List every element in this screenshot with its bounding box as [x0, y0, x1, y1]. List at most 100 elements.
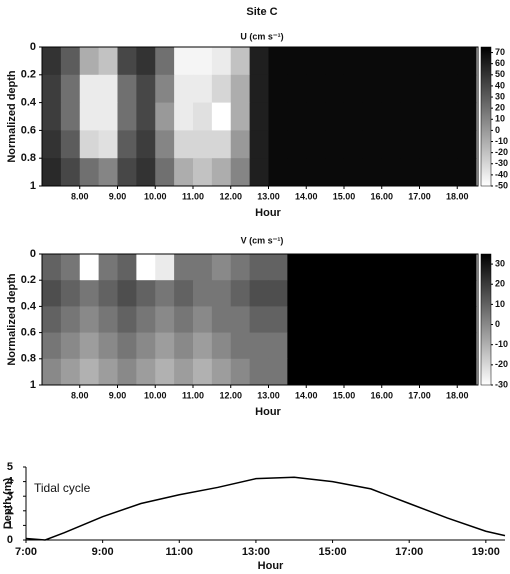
heatmap-cell — [325, 102, 345, 131]
heatmap-cell — [42, 332, 62, 360]
heatmap-cell — [155, 280, 175, 307]
heatmap-cell — [362, 280, 383, 307]
heatmap-cell — [419, 158, 439, 186]
heatmap-cell — [343, 332, 364, 360]
colorbar-tick-label: 10 — [495, 299, 505, 309]
heatmap-cell — [457, 158, 477, 186]
y-tick-label: 1 — [30, 379, 36, 391]
heatmap-cell — [117, 102, 137, 131]
x-axis-label: Hour — [255, 207, 281, 219]
heatmap-cell — [268, 280, 288, 307]
heatmap-cell — [192, 306, 213, 334]
heatmap-cell — [343, 47, 364, 76]
heatmap-cell — [306, 358, 326, 385]
heatmap-cell — [60, 74, 81, 104]
heatmap-cell — [211, 358, 232, 385]
heatmap-cell — [42, 130, 62, 159]
heatmap-cell — [42, 158, 62, 186]
x-tick-label: 15.00 — [333, 191, 356, 201]
heatmap-cell — [230, 358, 251, 385]
heatmap-cell — [419, 306, 439, 334]
heatmap-cell — [343, 130, 364, 159]
heatmap-cell — [268, 332, 288, 360]
colorbar-tick-label: 60 — [495, 58, 505, 68]
heatmap-cell — [457, 102, 477, 131]
y-tick-label: 2 — [7, 505, 13, 517]
heatmap-cell — [79, 102, 100, 131]
cells — [42, 47, 477, 186]
x-tick-label: 14.00 — [295, 191, 318, 201]
x-tick-label: 7:00 — [15, 546, 37, 558]
heatmap-cell — [211, 158, 232, 186]
heatmap-cell — [325, 280, 345, 307]
heatmap-cell — [325, 254, 345, 281]
y-axis-label: Normalized depth — [6, 273, 18, 366]
y-tick-label: 1 — [30, 180, 36, 192]
colorbar-tick-label: 50 — [495, 69, 505, 79]
heatmap-cell — [192, 130, 213, 159]
heatmap-cell — [419, 130, 439, 159]
heatmap-cell — [457, 254, 477, 281]
heatmap-cell — [136, 254, 156, 281]
heatmap-cell — [306, 254, 326, 281]
heatmap-cell — [230, 158, 251, 186]
heatmap-cell — [42, 306, 62, 334]
x-tick-label: 10.00 — [144, 191, 167, 201]
heatmap-cell — [343, 102, 364, 131]
heatmap-cell — [268, 158, 288, 186]
heatmap-cell — [211, 74, 232, 104]
x-tick-label: 13.00 — [257, 390, 280, 400]
heatmap-cell — [211, 130, 232, 159]
x-tick-label: 12.00 — [219, 191, 242, 201]
heatmap-cell — [79, 358, 100, 385]
heatmap-cell — [192, 47, 213, 76]
y-tick-label: 0.8 — [21, 152, 36, 164]
subtitle: U (cm s⁻¹) — [240, 31, 283, 41]
y-tick-label: 0.4 — [21, 300, 37, 312]
heatmap-cell — [249, 158, 269, 186]
heatmap-cell — [362, 332, 383, 360]
heatmap-cell — [419, 47, 439, 76]
heatmap-cell — [98, 280, 118, 307]
heatmap-cell — [192, 332, 213, 360]
heatmap-cell — [230, 102, 251, 131]
heatmap-cell — [362, 130, 383, 159]
heatmap-cell — [306, 74, 326, 104]
x-tick-label: 15:00 — [318, 546, 346, 558]
heatmap-cell — [98, 102, 118, 131]
heatmap-cell — [98, 158, 118, 186]
heatmap-cell — [79, 130, 100, 159]
heatmap-cell — [306, 158, 326, 186]
colorbar-tick-label: 70 — [495, 47, 505, 57]
y-tick-label: 4 — [7, 476, 14, 488]
heatmap-cell — [325, 332, 345, 360]
heatmap-cell — [268, 358, 288, 385]
heatmap-cell — [174, 358, 194, 385]
heatmap-cell — [174, 332, 194, 360]
heatmap-cell — [438, 332, 458, 360]
heatmap-cell — [136, 158, 156, 186]
heatmap-cell — [457, 130, 477, 159]
heatmap-cell — [230, 130, 251, 159]
heatmap-cell — [287, 74, 307, 104]
heatmap-cell — [381, 74, 402, 104]
heatmap-cell — [136, 47, 156, 76]
heatmap-cell — [155, 74, 175, 104]
heatmap-cell — [155, 254, 175, 281]
heatmap-cell — [79, 254, 100, 281]
heatmap-cell — [268, 306, 288, 334]
heatmap-cell — [381, 158, 402, 186]
heatmap-cell — [325, 130, 345, 159]
heatmap-cell — [419, 74, 439, 104]
heatmap-cell — [268, 102, 288, 131]
heatmap-cell — [287, 158, 307, 186]
heatmap-cell — [400, 102, 420, 131]
x-tick-label: 9.00 — [109, 390, 127, 400]
x-tick-label: 11.00 — [182, 191, 204, 201]
heatmap-cell — [136, 332, 156, 360]
y-tick-label: 3 — [7, 490, 13, 502]
heatmap-cell — [249, 102, 269, 131]
x-tick-label: 16.00 — [370, 191, 393, 201]
heatmap-cell — [457, 74, 477, 104]
x-tick-label: 12.00 — [219, 390, 242, 400]
